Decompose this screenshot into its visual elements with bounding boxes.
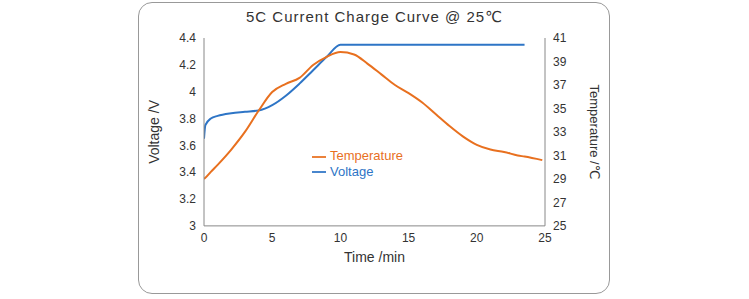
svg-text:33: 33: [553, 125, 567, 139]
svg-text:35: 35: [553, 102, 567, 116]
svg-text:3.8: 3.8: [179, 112, 196, 126]
svg-text:4.4: 4.4: [179, 31, 196, 45]
svg-text:4.2: 4.2: [179, 58, 196, 72]
html-text:Temperature: Temperature: [330, 148, 403, 163]
svg-text:27: 27: [553, 196, 567, 210]
svg-text:10: 10: [334, 231, 348, 245]
svg-text:Time /min: Time /min: [344, 249, 405, 265]
svg-text:3.4: 3.4: [179, 165, 196, 179]
svg-text:39: 39: [553, 55, 567, 69]
html-text:5C Current Charge Curve @ 25℃: 5C Current Charge Curve @ 25℃: [246, 8, 503, 25]
svg-text:31: 31: [553, 149, 567, 163]
svg-text:3.2: 3.2: [179, 192, 196, 206]
svg-text:37: 37: [553, 78, 567, 92]
svg-text:15: 15: [402, 231, 416, 245]
svg-text:25: 25: [538, 231, 552, 245]
svg-text:41: 41: [553, 31, 567, 45]
svg-text:25: 25: [553, 219, 567, 233]
svg-text:3: 3: [189, 219, 196, 233]
svg-text:Temperature /℃: Temperature /℃: [587, 85, 602, 180]
svg-text:20: 20: [470, 231, 484, 245]
svg-text:29: 29: [553, 172, 567, 186]
svg-text:3.6: 3.6: [179, 139, 196, 153]
svg-text:Voltage /V: Voltage /V: [146, 99, 162, 163]
svg-text:4: 4: [189, 85, 196, 99]
svg-text:5: 5: [269, 231, 276, 245]
html-text:Voltage: Voltage: [330, 163, 374, 179]
svg-text:0: 0: [201, 231, 208, 245]
